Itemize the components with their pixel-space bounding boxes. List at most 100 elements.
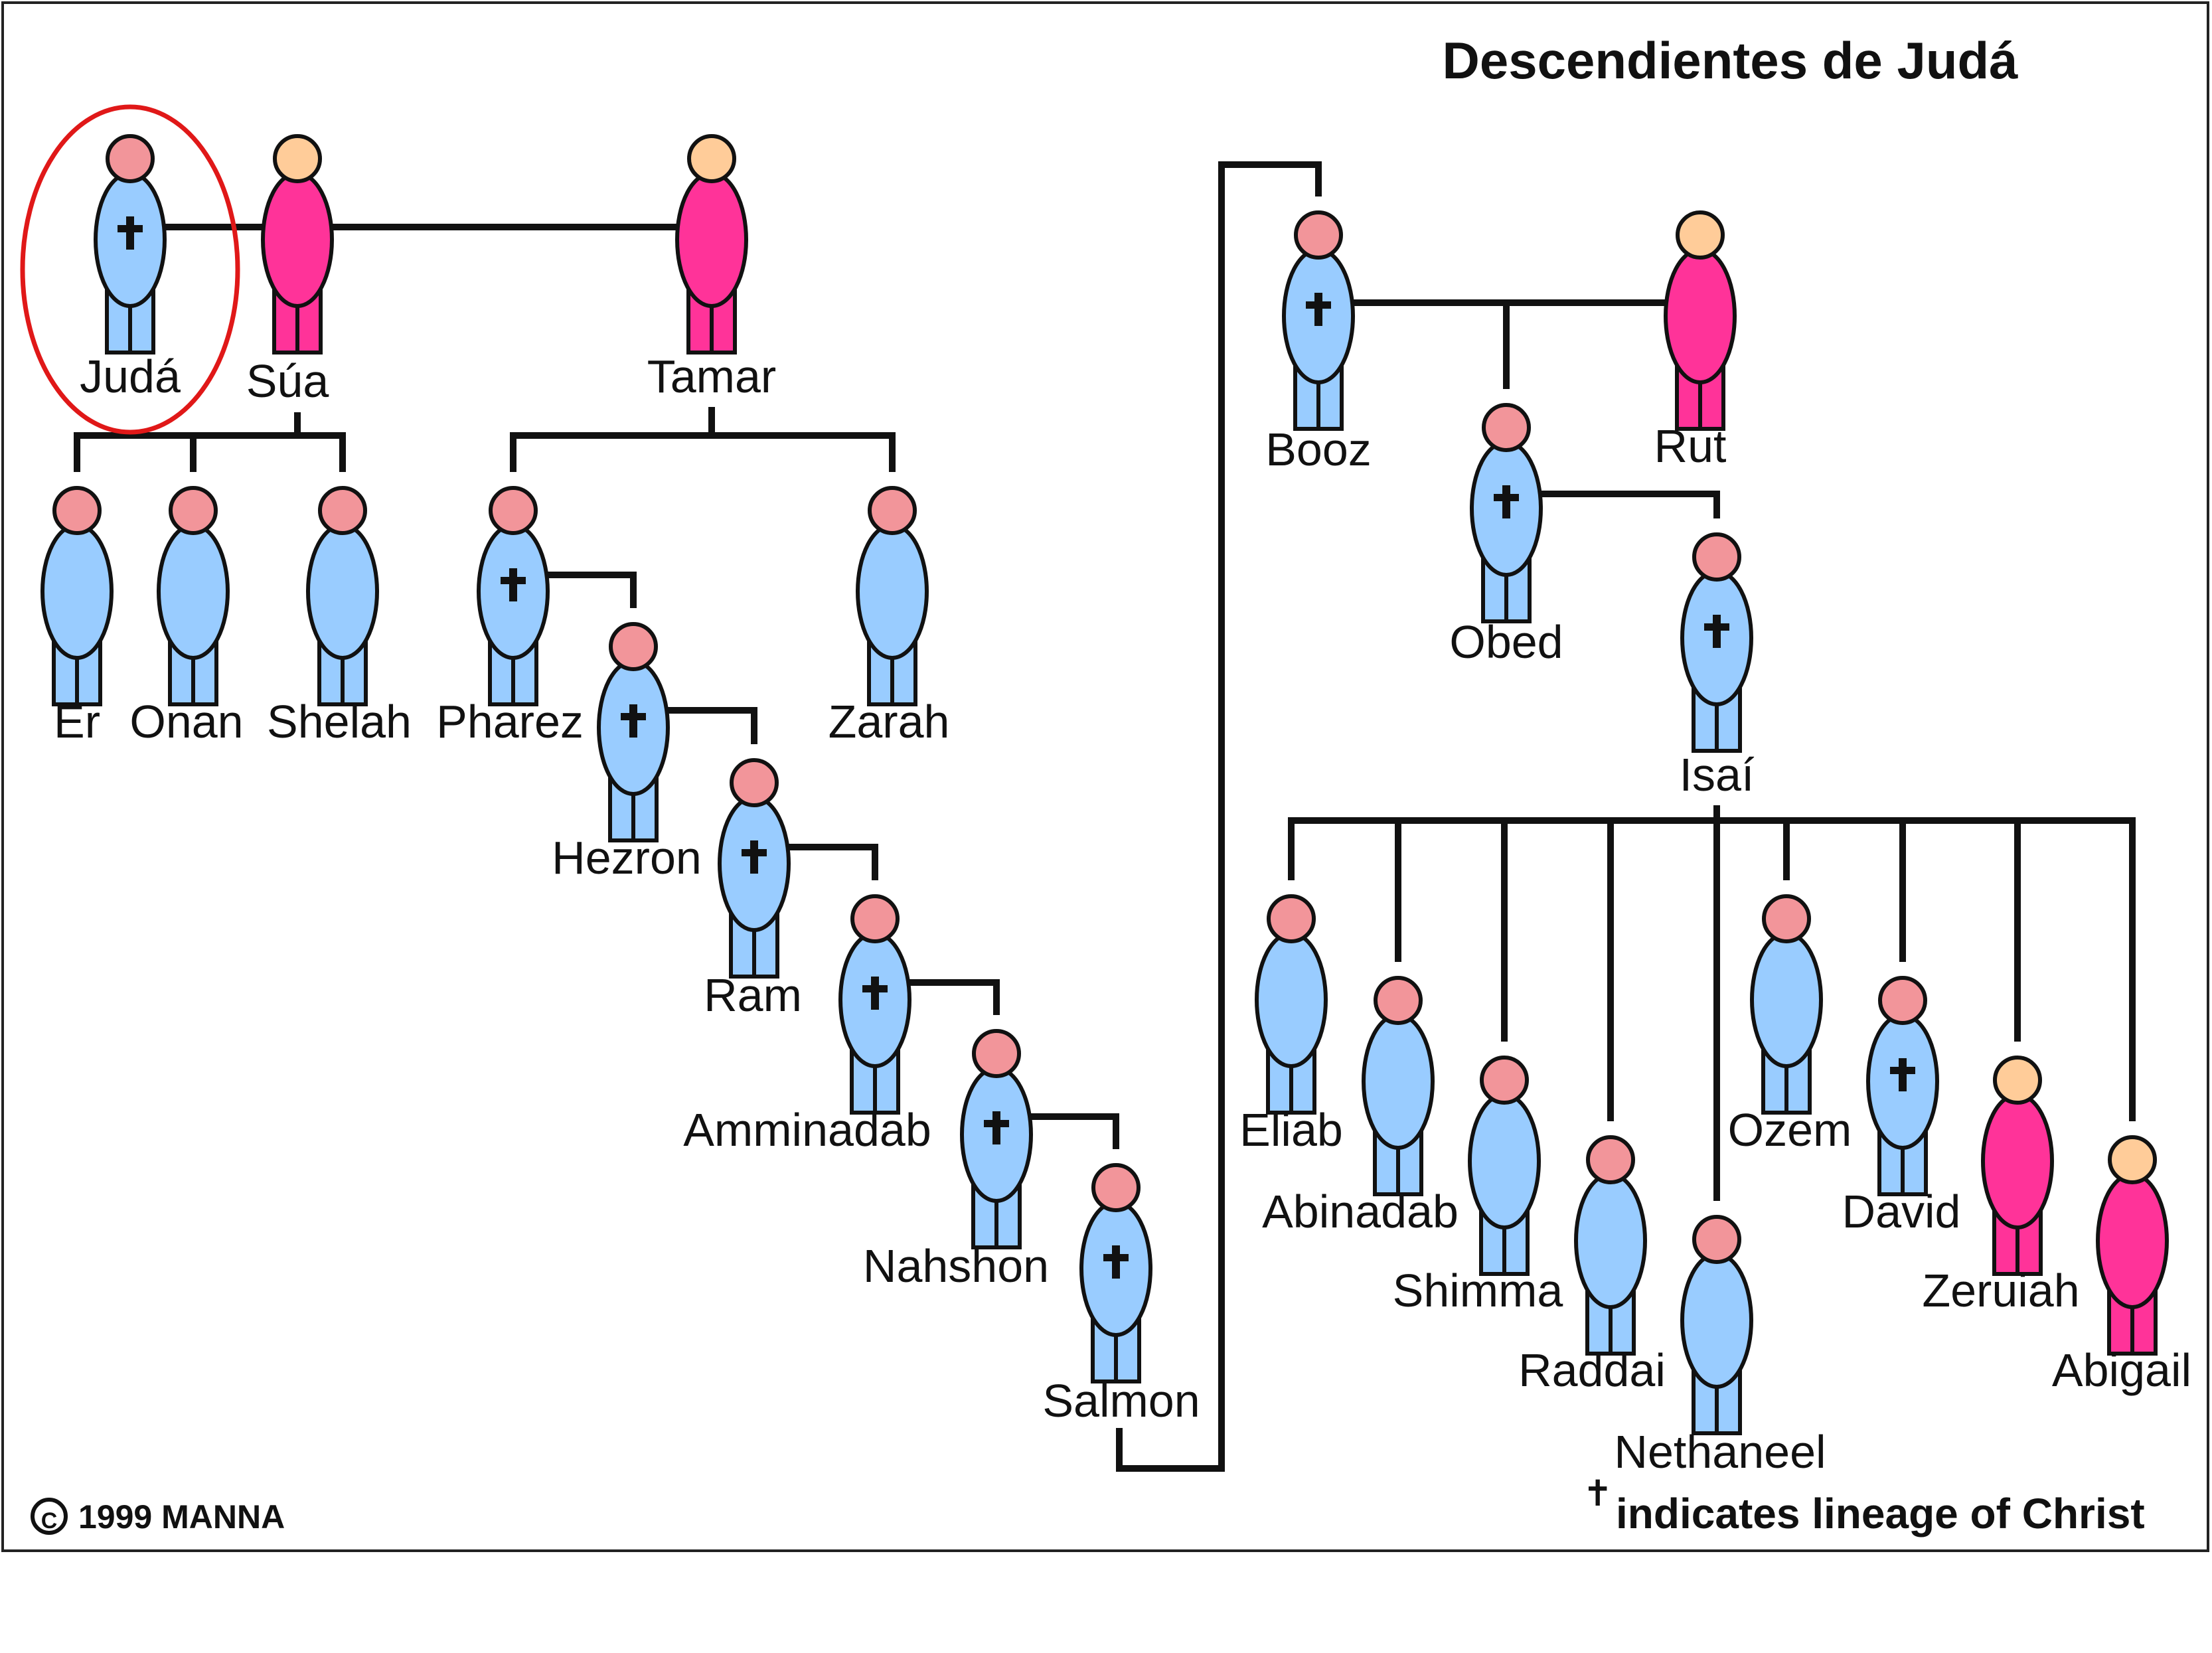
shimma-head xyxy=(1480,1056,1529,1105)
copyright-symbol-letter: C xyxy=(41,1508,58,1534)
person-ozem xyxy=(1750,894,1823,1115)
person-ram xyxy=(718,758,791,979)
person-salmon xyxy=(1079,1163,1152,1383)
eliab-name-label: Eliab xyxy=(1239,1104,1343,1156)
shimma-body xyxy=(1468,1093,1541,1229)
obed-head xyxy=(1482,403,1531,452)
obed-cross-icon xyxy=(1494,485,1519,518)
person-amminadab xyxy=(838,894,911,1115)
children-line-isai xyxy=(1288,805,2136,1201)
raddai-head xyxy=(1586,1135,1635,1184)
person-nethaneel xyxy=(1680,1215,1753,1435)
person-pharez xyxy=(477,486,550,706)
raddai-name-label: Raddai xyxy=(1518,1344,1666,1396)
pharez-name-label: Pharez xyxy=(436,696,584,748)
ozem-body xyxy=(1750,931,1823,1068)
hezron-name-label: Hezron xyxy=(552,832,702,884)
shelah-body xyxy=(306,523,379,660)
nethaneel-name-label: Nethaneel xyxy=(1614,1426,1826,1478)
booz-cross-icon xyxy=(1306,293,1331,326)
ozem-name-label: Ozem xyxy=(1728,1104,1852,1156)
amminadab-cross-icon xyxy=(862,977,888,1010)
person-zarah xyxy=(856,486,929,706)
children-line-juda-sua xyxy=(74,412,346,472)
zarah-name-label: Zarah xyxy=(829,696,950,748)
tamar-head xyxy=(687,134,736,183)
hezron-cross-icon xyxy=(621,704,646,738)
nethaneel-head xyxy=(1692,1215,1741,1264)
shelah-name-label: Shelah xyxy=(267,696,412,748)
er-body xyxy=(40,523,114,660)
person-shelah xyxy=(306,486,379,706)
people-labels: Judá Súa Tamar Er Onan Shelah Pharez Zarah Hezro… xyxy=(54,351,2191,1478)
children-line-tamar xyxy=(510,407,896,472)
person-abinadab xyxy=(1362,976,1435,1196)
person-eliab xyxy=(1255,894,1328,1115)
abinadab-body xyxy=(1362,1013,1435,1150)
legend-cross-icon: ✝ xyxy=(1583,1474,1613,1514)
juda-head xyxy=(106,134,155,183)
zarah-body xyxy=(856,523,929,660)
line-nahshon-salmon xyxy=(1027,1113,1119,1149)
person-hezron xyxy=(597,622,670,842)
person-rut xyxy=(1664,210,1737,431)
person-raddai xyxy=(1574,1135,1647,1356)
nahshon-cross-icon xyxy=(984,1111,1009,1144)
er-name-label: Er xyxy=(54,696,100,748)
person-abigail xyxy=(2096,1135,2169,1356)
person-booz xyxy=(1282,210,1355,431)
onan-body xyxy=(157,523,230,660)
connector-lines xyxy=(74,161,2136,1472)
eliab-body xyxy=(1255,931,1328,1068)
juda-name-label: Judá xyxy=(80,351,181,402)
line-ram-amminadab xyxy=(786,844,878,880)
person-zeruiah xyxy=(1981,1056,2054,1276)
diagram-frame: Judá Súa Tamar Er Onan Shelah Pharez Zarah Hezro… xyxy=(1,1,2209,1552)
person-david xyxy=(1866,976,1939,1196)
salmon-name-label: Salmon xyxy=(1042,1375,1200,1427)
david-name-label: David xyxy=(1842,1186,1961,1237)
zeruiah-body xyxy=(1981,1093,2054,1229)
ram-cross-icon xyxy=(742,840,767,874)
hezron-head xyxy=(609,622,658,671)
person-onan xyxy=(157,486,230,706)
abigail-name-label: Abigail xyxy=(2052,1344,2191,1396)
person-obed xyxy=(1470,403,1543,623)
amminadab-head xyxy=(850,894,900,943)
rut-head xyxy=(1676,210,1725,260)
amminadab-name-label: Amminadab xyxy=(683,1104,931,1156)
abinadab-head xyxy=(1374,976,1423,1025)
booz-head xyxy=(1294,210,1343,260)
copyright-symbol xyxy=(31,1498,68,1535)
tamar-name-label: Tamar xyxy=(647,351,776,402)
diagram-title: Descendientes de Judá xyxy=(1443,31,2019,90)
line-salmon-booz xyxy=(1116,161,1322,1472)
onan-head xyxy=(169,486,218,535)
isai-name-label: Isaí xyxy=(1680,749,1755,801)
legend: ✝ indicates lineage of Christ xyxy=(1583,1474,2145,1537)
booz-name-label: Booz xyxy=(1265,424,1372,475)
people-figures xyxy=(40,134,2169,1435)
person-tamar xyxy=(675,134,748,354)
juda-cross-icon xyxy=(118,216,143,250)
tamar-body xyxy=(675,171,748,308)
ram-head xyxy=(730,758,779,807)
family-tree-diagram: Judá Súa Tamar Er Onan Shelah Pharez Zarah Hezro… xyxy=(20,31,2191,1537)
copyright-text: 1999 MANNA xyxy=(78,1498,285,1535)
nethaneel-body xyxy=(1680,1252,1753,1389)
salmon-cross-icon xyxy=(1103,1245,1129,1279)
rut-body xyxy=(1664,248,1737,384)
line-pharez-hezron xyxy=(544,572,637,608)
rut-name-label: Rut xyxy=(1654,420,1727,472)
abigail-body xyxy=(2096,1172,2169,1309)
david-cross-icon xyxy=(1890,1058,1915,1091)
sua-body xyxy=(261,171,334,308)
person-juda xyxy=(94,134,167,354)
zarah-head xyxy=(868,486,917,535)
nahshon-name-label: Nahshon xyxy=(863,1240,1049,1292)
person-isai xyxy=(1680,532,1753,753)
ozem-head xyxy=(1762,894,1811,943)
person-sua xyxy=(261,134,334,354)
er-head xyxy=(52,486,102,535)
onan-name-label: Onan xyxy=(129,696,243,748)
